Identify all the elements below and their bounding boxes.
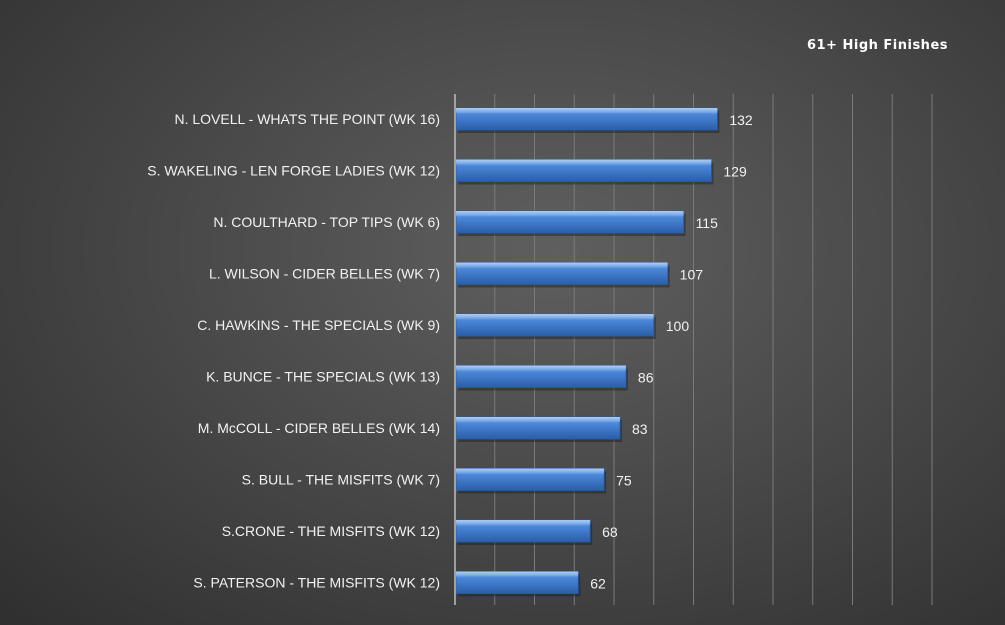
bar xyxy=(455,468,607,494)
data-label: 100 xyxy=(666,318,690,334)
category-label: M. McCOLL - CIDER BELLES (WK 14) xyxy=(198,420,440,436)
bar xyxy=(455,365,628,391)
category-label: S. BULL - THE MISFITS (WK 7) xyxy=(242,472,440,488)
category-label: N. COULTHARD - TOP TIPS (WK 6) xyxy=(213,214,440,230)
bar xyxy=(455,313,656,339)
bar xyxy=(455,159,714,185)
bar-highlight xyxy=(456,314,654,319)
bar-highlight xyxy=(456,468,605,474)
bar xyxy=(455,262,670,288)
category-labels: N. LOVELL - WHATS THE POINT (WK 16) 132 S.… xyxy=(147,111,753,592)
data-label: 129 xyxy=(723,164,747,180)
data-label: 107 xyxy=(680,267,704,283)
bar xyxy=(455,519,593,545)
chart-title: 61+ High Finishes xyxy=(807,38,948,53)
category-label: C. HAWKINS - THE SPECIALS (WK 9) xyxy=(197,317,440,333)
bar-highlight xyxy=(456,108,718,113)
bar-highlight xyxy=(456,417,620,422)
bars xyxy=(455,107,720,597)
category-label: N. LOVELL - WHATS THE POINT (WK 16) xyxy=(174,111,440,127)
category-label: S. PATERSON - THE MISFITS (WK 12) xyxy=(193,575,440,591)
bar-highlight xyxy=(456,365,626,371)
category-label: S. WAKELING - LEN FORGE LADIES (WK 12) xyxy=(147,163,440,179)
bar xyxy=(455,107,720,133)
category-label: S.CRONE - THE MISFITS (WK 12) xyxy=(222,523,440,539)
data-label: 68 xyxy=(602,524,618,540)
bar-highlight xyxy=(456,211,684,216)
bar xyxy=(455,210,686,236)
data-label: 115 xyxy=(696,215,719,231)
data-label: 75 xyxy=(616,473,632,489)
bar-highlight xyxy=(456,159,712,165)
data-label: 132 xyxy=(729,112,753,128)
data-label: 62 xyxy=(590,576,606,592)
bar-highlight xyxy=(456,520,591,525)
category-label: L. WILSON - CIDER BELLES (WK 7) xyxy=(209,266,440,282)
data-label: 86 xyxy=(638,370,654,386)
data-label: 83 xyxy=(632,421,648,437)
bar-highlight xyxy=(456,571,579,577)
bar-highlight xyxy=(456,262,668,268)
bar xyxy=(455,571,581,597)
bar xyxy=(455,416,622,442)
category-label: K. BUNCE - THE SPECIALS (WK 13) xyxy=(206,369,440,385)
